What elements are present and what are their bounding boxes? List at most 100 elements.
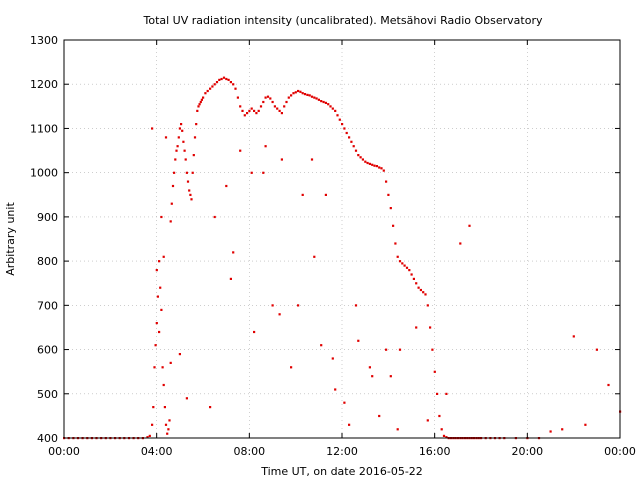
data-point: [209, 406, 212, 409]
data-point: [155, 269, 158, 272]
data-point: [322, 100, 325, 104]
data-point: [348, 136, 351, 139]
data-point: [151, 127, 154, 130]
x-tick-label: 04:00: [141, 445, 173, 458]
data-point: [415, 282, 418, 285]
data-point: [385, 180, 388, 183]
data-point: [368, 366, 371, 369]
data-point: [375, 165, 378, 168]
data-point: [222, 76, 226, 79]
data-point: [225, 184, 228, 188]
data-point: [239, 105, 242, 108]
data-point: [607, 383, 610, 387]
data-point: [396, 255, 399, 258]
data-point: [171, 184, 175, 188]
y-tick-label: 900: [37, 211, 58, 224]
data-point: [193, 136, 197, 139]
data-point: [264, 145, 267, 148]
data-point: [225, 77, 228, 81]
data-point: [255, 112, 258, 115]
data-point: [417, 286, 420, 289]
data-point: [394, 242, 397, 245]
data-point: [236, 96, 239, 99]
data-point: [259, 105, 263, 108]
data-point: [324, 193, 327, 196]
data-point: [429, 326, 432, 329]
data-point: [264, 96, 267, 99]
plot-frame: [63, 39, 621, 439]
data-point: [220, 77, 223, 81]
data-point: [169, 220, 172, 223]
data-point: [419, 288, 422, 292]
data-point: [424, 293, 427, 296]
data-point: [167, 428, 170, 431]
data-point: [350, 140, 353, 143]
data-point: [202, 96, 205, 99]
data-point: [250, 171, 253, 174]
data-point: [352, 145, 355, 148]
data-point: [345, 131, 348, 135]
data-point: [378, 166, 381, 169]
data-point: [278, 313, 281, 316]
x-axis-label: Time UT, on date 2016-05-22: [260, 465, 423, 478]
data-point: [182, 140, 185, 143]
data-point: [199, 100, 202, 104]
data-point: [162, 255, 165, 258]
y-tick-label: 1200: [30, 78, 58, 91]
data-point: [186, 180, 190, 183]
data-point: [315, 97, 318, 100]
data-point: [253, 330, 256, 334]
data-point: [343, 401, 346, 404]
data-point: [148, 434, 151, 437]
data-point: [218, 78, 221, 81]
grid-lines: [64, 40, 620, 438]
y-tick-label: 400: [37, 432, 58, 445]
data-point: [160, 308, 163, 311]
data-point: [153, 366, 156, 369]
data-point: [166, 432, 169, 435]
data-point: [248, 109, 251, 112]
y-tick-label: 600: [37, 344, 58, 357]
data-point: [359, 156, 362, 159]
data-point: [306, 93, 309, 96]
data-point: [357, 339, 360, 342]
data-point: [262, 100, 265, 104]
data-point: [410, 273, 413, 276]
data-point: [412, 277, 415, 280]
data-point: [329, 105, 332, 108]
data-point: [549, 430, 552, 433]
data-point: [320, 100, 323, 103]
data-point: [331, 107, 334, 110]
data-point: [327, 103, 330, 106]
data-point: [215, 81, 219, 84]
data-point: [595, 348, 598, 351]
data-point: [313, 255, 316, 258]
data-point: [371, 375, 374, 378]
data-point: [178, 353, 181, 356]
data-point: [159, 286, 162, 289]
data-point: [403, 264, 406, 267]
data-point: [173, 171, 176, 174]
y-tick-label: 1100: [30, 122, 58, 135]
data-point: [396, 428, 399, 431]
data-point: [283, 105, 286, 108]
data-point: [229, 81, 232, 84]
data-point: [334, 109, 337, 112]
data-point: [278, 109, 281, 112]
data-point: [257, 109, 260, 112]
data-point: [204, 92, 207, 95]
data-point: [398, 260, 402, 263]
x-axis: 00:00 04:00 08:00 12:00 16:00 20:00 00:00: [48, 40, 636, 458]
data-point: [338, 118, 341, 121]
data-point: [169, 361, 172, 364]
data-point: [269, 97, 272, 100]
data-point: [184, 158, 187, 161]
data-point: [170, 202, 173, 205]
x-tick-label: 16:00: [419, 445, 451, 458]
data-point: [389, 375, 392, 378]
data-point: [174, 158, 177, 161]
data-point: [341, 123, 344, 126]
data-point: [301, 193, 304, 196]
data-point: [195, 123, 198, 126]
data-point: [308, 94, 311, 97]
